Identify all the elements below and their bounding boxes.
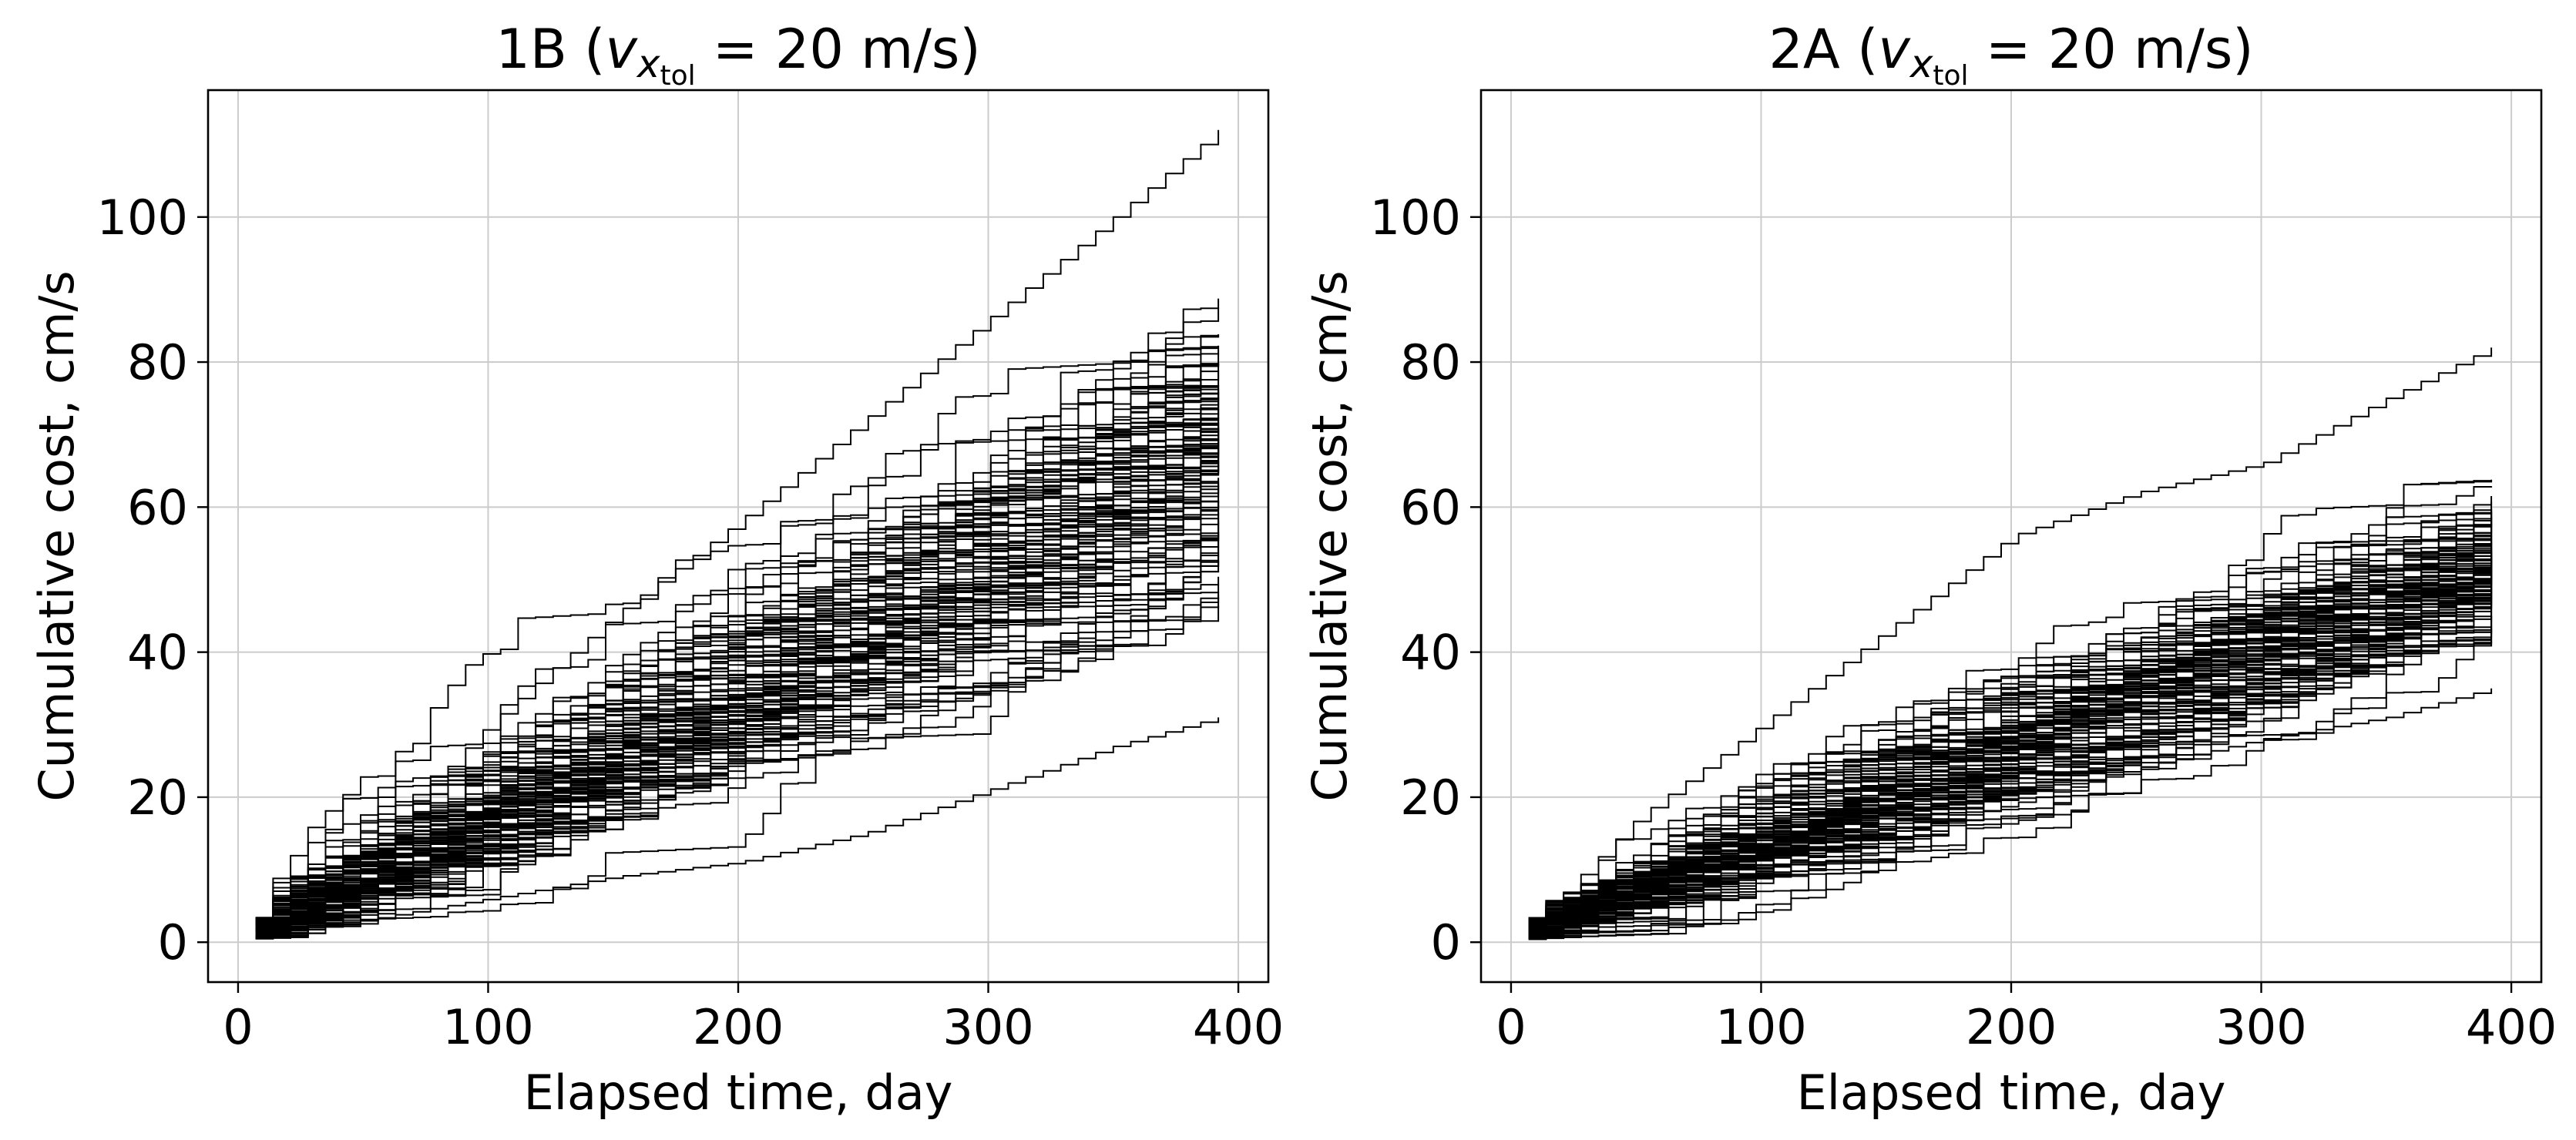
series-line xyxy=(255,597,1220,919)
series-line xyxy=(255,448,1220,920)
y-tick-label-0: 0 xyxy=(1431,914,1461,971)
x-tick-label-0: 0 xyxy=(1496,999,1526,1055)
series-line-max xyxy=(1528,347,2493,929)
series-line xyxy=(255,478,1220,932)
y-tick-label-80: 80 xyxy=(127,334,188,391)
x-tick-label-100: 100 xyxy=(442,999,533,1055)
series-line-max xyxy=(255,129,1220,936)
x-tick-label-400: 400 xyxy=(2466,999,2557,1055)
series-group-2a xyxy=(1528,347,2493,940)
y-tick-label-20: 20 xyxy=(1400,770,1461,826)
series-line xyxy=(255,384,1220,924)
x-tick-label-0: 0 xyxy=(223,999,253,1055)
chart-panel-2a: 2A (vxtol = 20 m/s) 0 100 200 300 400 0 20 40 6… xyxy=(1301,18,2557,1121)
x-axis-1b: 0 100 200 300 400 xyxy=(223,982,1284,1055)
y-tick-label-100: 100 xyxy=(1370,189,1461,246)
series-line xyxy=(255,520,1220,922)
grid-2a xyxy=(1481,90,2541,982)
y-tick-label-60: 60 xyxy=(127,479,188,535)
y-tick-label-40: 40 xyxy=(127,625,188,681)
x-tick-label-300: 300 xyxy=(2215,999,2306,1055)
series-line xyxy=(255,397,1220,929)
x-axis-label-2a: Elapsed time, day xyxy=(1797,1065,2226,1121)
y-tick-label-40: 40 xyxy=(1400,625,1461,681)
series-group-1b xyxy=(255,129,1220,940)
y-axis-1b: 0 20 40 60 80 100 xyxy=(97,189,208,971)
series-line xyxy=(1528,583,2493,921)
x-tick-label-400: 400 xyxy=(1193,999,1284,1055)
series-line xyxy=(255,462,1220,938)
x-tick-label-100: 100 xyxy=(1715,999,1806,1055)
series-line xyxy=(1528,578,2493,933)
chart-panel-1b: 1B (vxtol = 20 m/s) 0 100 200 300 400 0 20 40 6… xyxy=(29,18,1284,1121)
x-axis-2a: 0 100 200 300 400 xyxy=(1496,982,2557,1055)
y-axis-label-1b: Cumulative cost, cm/s xyxy=(29,270,85,801)
series-line xyxy=(1528,574,2493,931)
series-line xyxy=(1528,549,2493,937)
series-line xyxy=(1528,552,2493,940)
x-tick-label-200: 200 xyxy=(1966,999,2057,1055)
chart-title-2a: 2A (vxtol = 20 m/s) xyxy=(1768,18,2253,92)
x-axis-label-1b: Elapsed time, day xyxy=(524,1065,953,1121)
series-line xyxy=(1528,565,2493,937)
y-tick-label-60: 60 xyxy=(1400,479,1461,535)
series-line xyxy=(255,408,1220,932)
chart-title-1b: 1B (vxtol = 20 m/s) xyxy=(495,18,980,92)
y-tick-label-20: 20 xyxy=(127,770,188,826)
y-tick-label-80: 80 xyxy=(1400,334,1461,391)
x-tick-label-300: 300 xyxy=(942,999,1033,1055)
series-line-min xyxy=(255,717,1220,940)
series-line xyxy=(1528,558,2493,921)
series-line xyxy=(255,370,1220,937)
y-axis-label-2a: Cumulative cost, cm/s xyxy=(1301,270,1358,801)
series-line xyxy=(1528,604,2493,933)
series-line xyxy=(255,298,1220,920)
x-tick-label-200: 200 xyxy=(693,999,784,1055)
series-line xyxy=(1528,629,2493,934)
y-axis-2a: 0 20 40 60 80 100 xyxy=(1370,189,1481,971)
y-tick-label-0: 0 xyxy=(158,914,188,971)
series-line xyxy=(255,595,1220,934)
y-tick-label-100: 100 xyxy=(97,189,188,246)
